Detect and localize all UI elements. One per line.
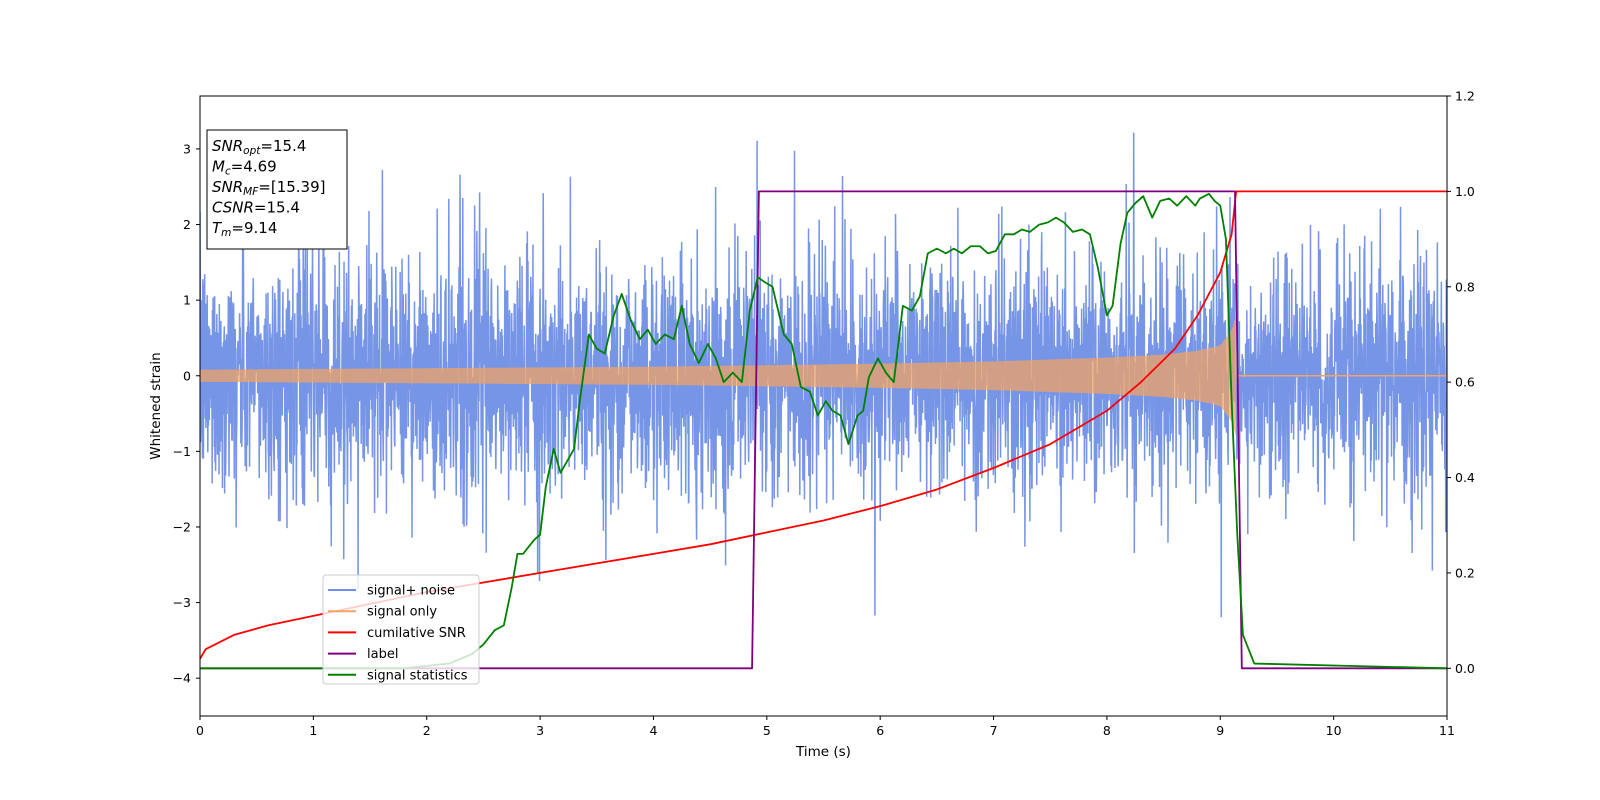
x-tick-label: 2 <box>423 723 431 738</box>
signal-only-band <box>200 315 1237 437</box>
y2-tick-label: 0.4 <box>1455 470 1475 485</box>
legend-label: cumilative SNR <box>367 626 466 641</box>
y-tick-label: 2 <box>183 217 191 232</box>
label-line <box>200 190 1447 670</box>
x-tick-label: 0 <box>196 723 204 738</box>
legend-label: label <box>367 647 398 662</box>
x-tick-label: 8 <box>1103 723 1111 738</box>
x-tick-label: 10 <box>1326 723 1342 738</box>
x-tick-label: 6 <box>876 723 884 738</box>
y2-tick-label: 0.8 <box>1455 279 1475 294</box>
x-tick-label: 11 <box>1439 723 1455 738</box>
legend-label: signal statistics <box>367 668 468 683</box>
y-axis-right: 1.2 1.0 0.8 0.6 0.4 0.2 0.0 <box>1447 89 1475 676</box>
signal-statistics-line <box>200 192 1447 670</box>
x-axis: 0 1 2 3 4 5 6 7 8 9 10 11 <box>196 716 1455 738</box>
y-tick-label: 1 <box>183 293 191 308</box>
x-tick-label: 9 <box>1216 723 1224 738</box>
x-tick-label: 5 <box>763 723 771 738</box>
y2-tick-label: 0.2 <box>1455 565 1475 580</box>
x-tick-label: 1 <box>309 723 317 738</box>
y2-tick-label: 1.0 <box>1455 184 1475 199</box>
y-tick-label: 3 <box>183 141 191 156</box>
x-tick-label: 7 <box>990 723 998 738</box>
y2-tick-label: 1.2 <box>1455 89 1475 104</box>
legend-label: signal+ noise <box>367 584 455 599</box>
info-line: SNRopt=15.4 <box>212 137 306 157</box>
info-line: SNRMF=[15.39] <box>212 178 326 198</box>
info-line: CSNR=15.4 <box>212 199 300 217</box>
plot-frame <box>199 95 1448 717</box>
y-axis-left: 3 2 1 0 −1 −2 −3 −4 <box>173 141 200 686</box>
x-axis-label: Time (s) <box>795 744 851 760</box>
x-tick-label: 3 <box>536 723 544 738</box>
x-tick-label: 4 <box>649 723 657 738</box>
signal-series <box>200 315 1447 437</box>
y-tick-label: 0 <box>183 368 191 383</box>
info-box: SNRopt=15.4Mc=4.69SNRMF=[15.39]CSNR=15.4… <box>206 129 348 250</box>
y-tick-label: −2 <box>173 519 191 534</box>
info-line: Tm=9.14 <box>212 219 277 239</box>
y-axis-label: Whitened strain <box>148 352 164 459</box>
legend-label: signal only <box>367 605 437 620</box>
y2-tick-label: 0.0 <box>1455 661 1475 676</box>
y-tick-label: −3 <box>173 595 191 610</box>
y2-tick-label: 0.6 <box>1455 375 1475 390</box>
info-box-frame <box>206 129 348 250</box>
legend-frame <box>322 574 480 685</box>
info-line: Mc=4.69 <box>212 158 277 178</box>
y-tick-label: −1 <box>173 444 191 459</box>
legend: signal+ noise signal only cumilative SNR la… <box>322 574 480 685</box>
y-tick-label: −4 <box>173 671 191 686</box>
